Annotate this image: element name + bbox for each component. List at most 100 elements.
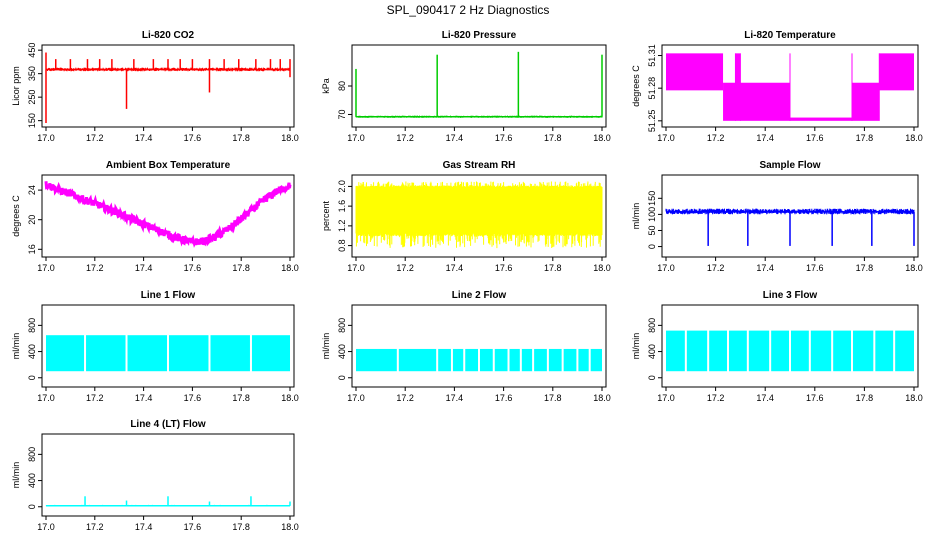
x-tick-label: 18.0: [281, 522, 299, 532]
series-gap: [249, 334, 252, 373]
x-tick-label: 17.6: [806, 393, 824, 403]
x-tick-label: 17.4: [446, 263, 464, 273]
x-tick-label: 17.2: [396, 133, 414, 143]
series-gap: [727, 329, 729, 373]
x-tick-label: 17.2: [86, 522, 104, 532]
x-tick-label: 17.2: [396, 393, 414, 403]
plot-area: [46, 334, 290, 373]
plot-area: [666, 53, 914, 121]
series-gap: [789, 329, 791, 373]
plot-frame: [661, 174, 919, 258]
series-gap: [125, 334, 128, 373]
x-tick-label: 17.8: [544, 133, 562, 143]
x-tick-label: 17.2: [707, 133, 725, 143]
panel-container: Li-820 CO2 17.0 17.2 17.4 17.6 17.8 18.0 150 250…: [11, 30, 923, 532]
x-tick-label: 17.8: [856, 393, 874, 403]
plot-frame: [351, 174, 607, 258]
x-tick-label: 17.8: [856, 133, 874, 143]
series-gap: [478, 347, 480, 373]
series-gap: [463, 347, 466, 373]
x-tick-label: 17.0: [657, 393, 675, 403]
series-band: [356, 187, 602, 234]
y-axis-label: degrees C: [11, 195, 21, 237]
series-block: [723, 82, 790, 121]
y-tick-label: 400: [27, 344, 37, 359]
y-tick-label: 51.25: [647, 110, 657, 133]
x-tick-label: 17.6: [184, 393, 202, 403]
plot-area: [44, 181, 292, 248]
series-gap: [84, 334, 87, 373]
panel-title: Line 1 Flow: [141, 290, 196, 301]
panel-1: Li-820 CO2 17.0 17.2 17.4 17.6 17.8 18.0 150 250…: [11, 30, 299, 143]
x-tick-label: 17.2: [86, 263, 104, 273]
y-tick-label: 450: [27, 43, 37, 58]
x-tick-label: 18.0: [593, 393, 611, 403]
y-tick-label: 0: [27, 375, 37, 380]
plot-area: [356, 347, 602, 373]
y-axis-label: degrees C: [631, 65, 641, 107]
x-tick-label: 18.0: [281, 263, 299, 273]
y-tick-label: 24: [27, 185, 37, 195]
x-tick-label: 17.0: [37, 133, 55, 143]
x-tick-label: 17.4: [756, 393, 774, 403]
y-tick-label: 400: [27, 473, 37, 488]
x-tick-label: 17.6: [495, 263, 513, 273]
series-gap: [507, 347, 510, 373]
panel-title: Li-820 CO2: [142, 30, 195, 41]
series-gap: [208, 334, 211, 373]
x-tick-label: 17.0: [347, 263, 365, 273]
y-tick-label: 70: [337, 109, 347, 119]
y-tick-label: 0: [27, 504, 37, 509]
panel-3: Li-820 Temperature 17.0 17.2 17.4 17.6 17.8 18…: [631, 30, 923, 143]
plot-frame: [41, 433, 295, 517]
x-tick-label: 18.0: [905, 263, 923, 273]
x-tick-label: 17.8: [232, 522, 250, 532]
y-tick-label: 250: [27, 90, 37, 105]
x-tick-label: 17.4: [446, 393, 464, 403]
x-tick-label: 17.0: [347, 133, 365, 143]
plot-frame: [351, 304, 607, 388]
y-tick-label: 0: [337, 375, 347, 380]
plot-area: [45, 496, 291, 507]
plot-frame: [661, 44, 919, 128]
y-tick-label: 80: [337, 81, 347, 91]
x-tick-label: 17.2: [707, 393, 725, 403]
series-gap: [808, 329, 811, 373]
x-tick-label: 17.4: [446, 133, 464, 143]
series-gap: [519, 347, 522, 373]
plot-frame: [41, 44, 295, 128]
y-tick-label: 1.2: [337, 220, 347, 233]
x-tick-label: 17.6: [184, 133, 202, 143]
series-block: [852, 82, 880, 121]
x-tick-label: 17.6: [495, 393, 513, 403]
series-gap: [746, 329, 749, 373]
plot-frame: [41, 304, 295, 388]
x-tick-label: 18.0: [905, 133, 923, 143]
plot-area: [665, 208, 915, 246]
plot-frame: [661, 304, 919, 388]
x-tick-label: 17.6: [495, 133, 513, 143]
x-tick-label: 17.6: [184, 522, 202, 532]
x-tick-label: 17.4: [135, 133, 153, 143]
x-tick-label: 17.2: [86, 133, 104, 143]
x-tick-label: 18.0: [281, 133, 299, 143]
series-gap: [769, 329, 772, 373]
x-tick-label: 17.8: [856, 263, 874, 273]
y-tick-label: 51.28: [647, 77, 657, 100]
series-gap: [684, 329, 687, 373]
x-tick-label: 17.4: [756, 133, 774, 143]
y-tick-label: 800: [27, 447, 37, 462]
panel-title: Gas Stream RH: [443, 160, 516, 171]
plot-frame: [41, 174, 295, 258]
y-tick-label: 100: [647, 207, 657, 222]
panel-title: Ambient Box Temperature: [106, 160, 231, 171]
panel-6: Sample Flow 17.0 17.2 17.4 17.6 17.8 18.0 0 50 10…: [631, 160, 923, 273]
x-tick-label: 17.0: [657, 263, 675, 273]
x-tick-label: 17.2: [86, 393, 104, 403]
y-axis-label: ml/min: [11, 333, 21, 360]
series-line: [44, 181, 292, 248]
panel-title: Line 2 Flow: [452, 290, 507, 301]
series-gap: [588, 347, 591, 373]
plot-area: [666, 329, 914, 373]
x-tick-label: 17.4: [756, 263, 774, 273]
